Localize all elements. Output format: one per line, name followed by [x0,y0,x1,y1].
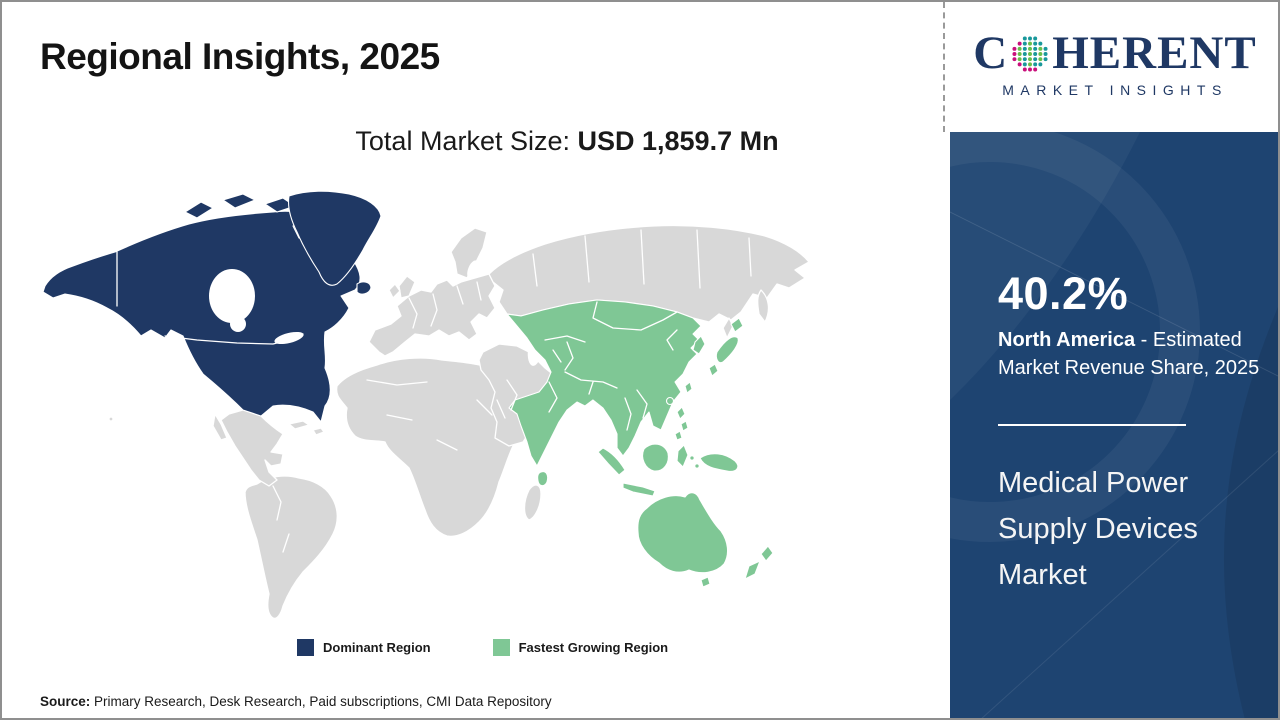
region-asia-pacific [506,299,774,588]
legend-label-fastest-growing: Fastest Growing Region [518,640,669,655]
dotted-globe-icon [1011,35,1049,73]
sidebar-divider [998,424,1186,426]
logo-text-suffix: HERENT [1052,27,1257,79]
map-legend: Dominant Region Fastest Growing Region [297,639,668,656]
world-map [37,190,817,624]
legend-item-dominant: Dominant Region [297,639,431,656]
share-desc-rest: - Estimated Market Revenue Share, 2025 [998,329,1260,379]
world-map-svg [42,190,810,620]
legend-item-fastest-growing: Fastest Growing Region [492,639,669,656]
market-size-value: USD 1,859.7 Mn [577,126,779,156]
sidebar-watermark [950,132,1278,718]
region-north-america [42,190,382,423]
brand-logo: C HERENT MARKET INSIGHTS [950,27,1278,99]
legend-swatch-dominant [297,639,314,656]
page-title: Regional Insights, 2025 [40,36,440,77]
legend-swatch-fastest-growing [492,639,510,656]
country-borders [116,229,752,553]
vertical-dashed-divider [943,2,945,132]
sidebar: 40.2% North America - Estimated Market R… [950,132,1278,718]
logo-text-prefix: C [973,27,1009,79]
report-title: Medical Power Supply Devices Market [998,467,1198,591]
share-region: North America [998,329,1136,351]
share-description: North America - Estimated Market Revenue… [998,326,1264,382]
share-value: 40.2% [998,268,1129,319]
brand-subtitle: MARKET INSIGHTS [1002,82,1228,98]
source-label: Source: [40,694,91,709]
legend-label-dominant: Dominant Region [323,640,431,655]
source-note: Source: Primary Research, Desk Research,… [40,694,552,709]
total-market-size: Total Market Size: USD 1,859.7 Mn [192,126,942,157]
source-text: Primary Research, Desk Research, Paid su… [90,694,552,709]
region-rest-of-world [108,224,810,620]
market-size-label: Total Market Size: [355,126,570,156]
brand-wordmark: C HERENT [950,27,1278,79]
